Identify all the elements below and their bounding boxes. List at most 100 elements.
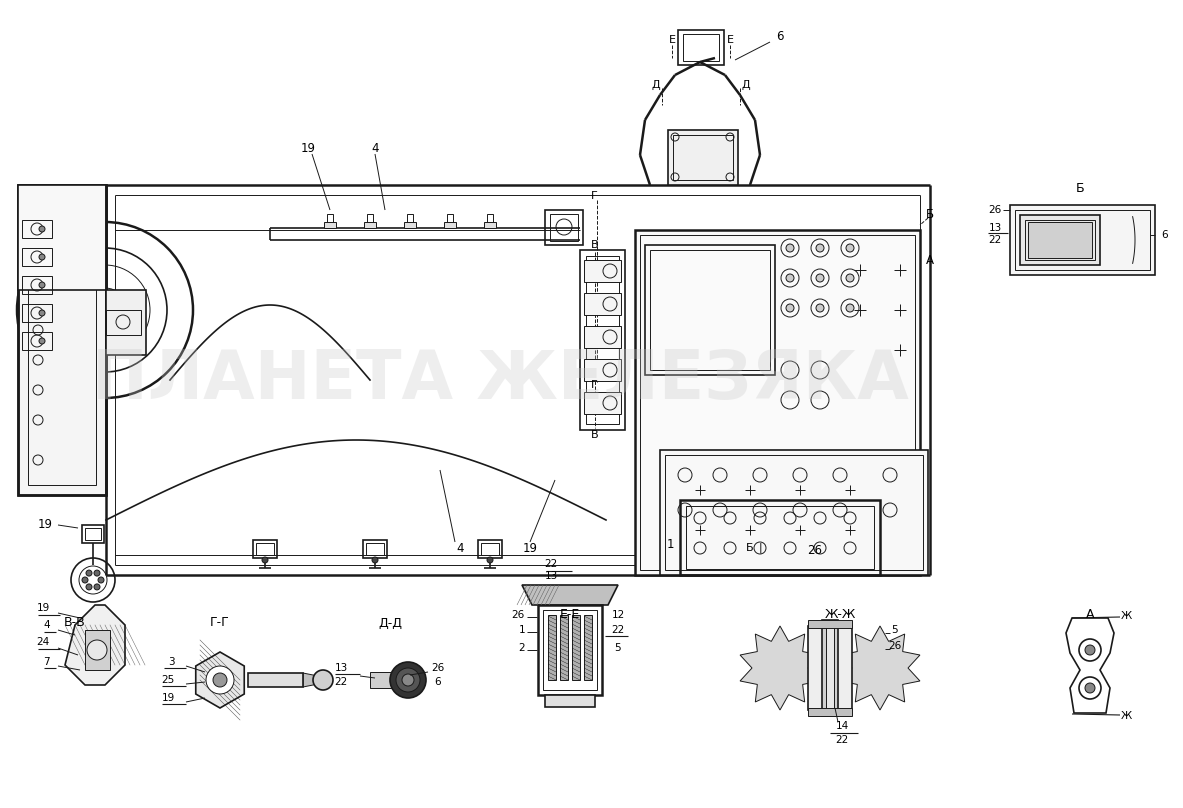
Text: 7: 7 — [44, 657, 50, 667]
Bar — [683, 34, 719, 61]
Bar — [327, 214, 332, 222]
Text: Д: Д — [652, 80, 660, 90]
Text: 4: 4 — [44, 620, 50, 630]
Text: 6: 6 — [434, 677, 441, 687]
Bar — [367, 214, 373, 222]
Bar — [649, 250, 770, 370]
Bar — [22, 332, 52, 350]
Bar — [808, 620, 852, 628]
Circle shape — [816, 304, 825, 312]
Circle shape — [786, 274, 794, 282]
Circle shape — [786, 244, 794, 252]
Text: 26: 26 — [989, 205, 1002, 215]
Text: 22: 22 — [835, 735, 848, 745]
Text: 26: 26 — [888, 641, 901, 651]
Bar — [18, 185, 106, 495]
Text: 22: 22 — [989, 235, 1002, 245]
Text: 19: 19 — [300, 141, 316, 154]
Bar — [573, 615, 580, 680]
Text: 26: 26 — [808, 544, 822, 557]
Polygon shape — [741, 626, 820, 710]
Bar — [22, 276, 52, 294]
Text: 5: 5 — [892, 625, 898, 635]
Circle shape — [402, 674, 414, 686]
Bar — [253, 540, 277, 558]
Bar — [106, 290, 146, 355]
Circle shape — [39, 338, 45, 344]
Bar — [256, 543, 274, 555]
Bar — [543, 610, 597, 690]
Text: 6: 6 — [1162, 230, 1169, 240]
Text: Е: Е — [726, 35, 733, 45]
Bar — [545, 210, 583, 245]
Bar — [822, 620, 838, 716]
Circle shape — [213, 673, 227, 687]
Text: 1: 1 — [666, 538, 674, 552]
Bar — [584, 615, 592, 680]
Circle shape — [846, 244, 854, 252]
Bar — [538, 605, 602, 695]
Text: 14: 14 — [835, 721, 848, 731]
Text: 2: 2 — [518, 643, 525, 653]
Bar — [447, 214, 453, 222]
Bar — [478, 540, 502, 558]
Text: Ж-Ж: Ж-Ж — [825, 608, 855, 621]
Circle shape — [86, 570, 92, 576]
Text: 24: 24 — [37, 637, 50, 647]
Circle shape — [390, 662, 426, 698]
Bar — [1010, 205, 1155, 275]
Text: 13: 13 — [335, 663, 348, 673]
Bar — [481, 543, 499, 555]
Text: Г-Г: Г-Г — [211, 617, 230, 629]
Bar — [248, 673, 303, 687]
Polygon shape — [522, 585, 618, 605]
Circle shape — [816, 274, 825, 282]
Text: А: А — [1086, 608, 1094, 621]
Text: 5: 5 — [615, 643, 621, 653]
Polygon shape — [65, 605, 125, 685]
Text: 4: 4 — [457, 541, 464, 554]
Text: 26: 26 — [432, 663, 445, 673]
Text: 25: 25 — [162, 675, 175, 685]
Bar — [826, 624, 834, 712]
Text: Б: Б — [926, 208, 935, 221]
Bar — [106, 310, 141, 335]
Text: 26: 26 — [512, 610, 525, 620]
Circle shape — [487, 557, 493, 563]
Text: А: А — [926, 254, 935, 267]
Bar — [545, 695, 595, 707]
Bar — [673, 135, 733, 180]
Circle shape — [846, 274, 854, 282]
Bar — [444, 222, 455, 228]
Circle shape — [206, 666, 234, 694]
Text: Е: Е — [668, 35, 675, 45]
Bar — [584, 326, 621, 348]
Text: 12: 12 — [612, 610, 625, 620]
Text: 19: 19 — [523, 541, 537, 554]
Text: 1: 1 — [518, 625, 525, 635]
Circle shape — [39, 254, 45, 260]
Bar — [18, 185, 106, 290]
Circle shape — [786, 304, 794, 312]
Bar — [85, 630, 110, 670]
Circle shape — [816, 244, 825, 252]
Text: Д-Д: Д-Д — [379, 617, 402, 629]
Text: Г: Г — [590, 380, 597, 390]
Circle shape — [1079, 677, 1101, 699]
Bar — [1020, 215, 1100, 265]
Circle shape — [1079, 639, 1101, 661]
Polygon shape — [195, 652, 244, 708]
Bar — [660, 450, 927, 575]
Bar — [560, 615, 568, 680]
Bar — [1024, 220, 1095, 260]
Bar — [668, 130, 738, 185]
Text: 4: 4 — [371, 141, 379, 154]
Bar — [808, 626, 852, 710]
Bar — [487, 214, 493, 222]
Text: 22: 22 — [612, 625, 625, 635]
Bar — [22, 220, 52, 238]
Circle shape — [88, 640, 106, 660]
Bar — [484, 222, 496, 228]
Text: ПЛАНЕТА ЖЕЛЕЗЯКА: ПЛАНЕТА ЖЕЛЕЗЯКА — [91, 347, 909, 413]
Text: В-В: В-В — [64, 617, 86, 629]
